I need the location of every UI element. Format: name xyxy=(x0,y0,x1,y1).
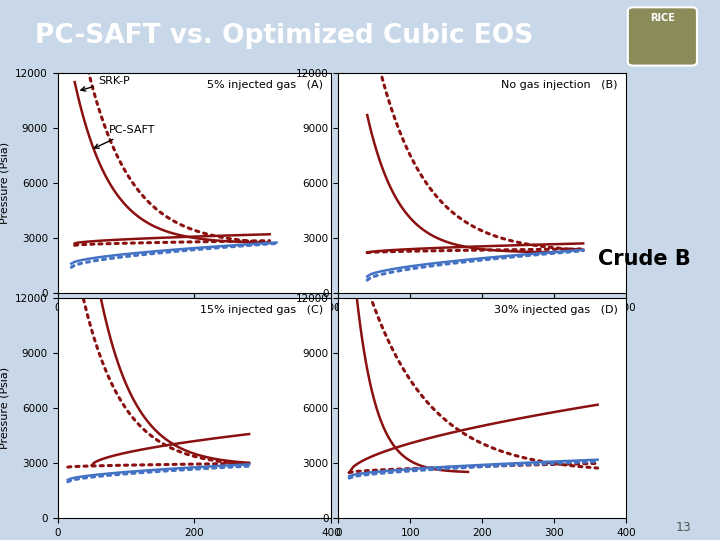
Text: 30% injected gas   (D): 30% injected gas (D) xyxy=(494,305,618,315)
Y-axis label: Pressure (Psia): Pressure (Psia) xyxy=(0,142,9,224)
Text: RICE: RICE xyxy=(650,13,675,23)
Text: PC-SAFT vs. Optimized Cubic EOS: PC-SAFT vs. Optimized Cubic EOS xyxy=(35,23,534,50)
Text: 13: 13 xyxy=(675,521,691,534)
Text: SRK-P: SRK-P xyxy=(81,76,130,91)
Text: No gas injection   (B): No gas injection (B) xyxy=(501,79,618,90)
Text: PC-SAFT: PC-SAFT xyxy=(94,125,156,148)
Y-axis label: Pressure (Psia): Pressure (Psia) xyxy=(0,367,9,449)
Text: Crude B: Crude B xyxy=(598,249,690,269)
Text: 15% injected gas   (C): 15% injected gas (C) xyxy=(200,305,323,315)
Text: 5% injected gas   (A): 5% injected gas (A) xyxy=(207,79,323,90)
FancyBboxPatch shape xyxy=(628,7,697,65)
